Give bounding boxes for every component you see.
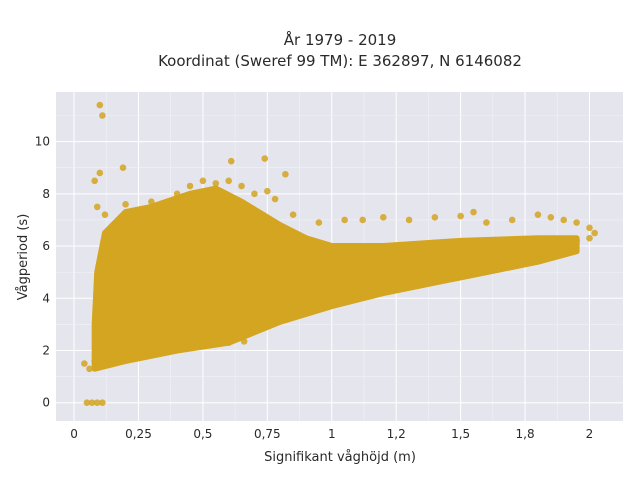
y-tick-label: 0: [42, 396, 50, 410]
data-point: [289, 211, 297, 219]
data-point: [93, 399, 101, 407]
data-point: [251, 190, 258, 198]
data-point: [457, 212, 464, 220]
data-point: [534, 247, 542, 255]
data-point: [261, 155, 269, 162]
data-point: [354, 287, 361, 294]
data-point: [81, 360, 88, 367]
data-point: [148, 347, 155, 354]
x-tick-label: 0,75: [254, 427, 281, 441]
x-tick-label: 1,8: [516, 427, 535, 441]
data-point: [560, 245, 568, 252]
x-tick-label: 1,5: [451, 427, 470, 441]
data-point: [341, 216, 348, 224]
data-point: [173, 190, 181, 198]
data-point: [534, 211, 542, 219]
data-point: [457, 263, 464, 271]
data-point: [88, 399, 96, 407]
data-point: [359, 216, 366, 224]
y-tick-label: 8: [42, 187, 50, 201]
data-point: [508, 253, 516, 260]
data-point: [483, 255, 490, 263]
data-point: [109, 357, 116, 365]
data-point: [199, 177, 207, 185]
data-point: [96, 169, 104, 177]
data-point: [573, 237, 580, 245]
data-point: [547, 214, 555, 221]
data-point: [264, 187, 271, 195]
data-point: [240, 338, 248, 345]
data-point: [225, 328, 232, 336]
data-point: [276, 308, 284, 315]
x-tick-labels: 0 0,25 0,5 0,75 1 1,2 1,5 1,8 2: [70, 427, 593, 441]
data-point: [96, 101, 104, 109]
x-tick-label: 2: [586, 427, 594, 441]
data-point: [483, 219, 490, 226]
x-tick-label: 0,5: [193, 427, 212, 441]
data-point: [99, 399, 106, 407]
data-point: [328, 294, 336, 302]
data-point: [96, 362, 104, 370]
data-point: [93, 203, 101, 211]
data-point: [91, 357, 98, 365]
chart-title-line2: Koordinat (Sweref 99 TM): E 362897, N 61…: [158, 52, 522, 70]
data-point: [405, 216, 413, 224]
data-points: [81, 101, 598, 407]
data-point: [238, 182, 245, 190]
data-point: [431, 268, 439, 276]
data-point: [225, 177, 232, 185]
data-point: [586, 224, 593, 232]
data-point: [302, 300, 310, 307]
y-tick-label: 6: [42, 239, 50, 253]
x-tick-label: 1,2: [387, 427, 406, 441]
data-point: [591, 229, 598, 237]
data-point: [186, 182, 194, 190]
data-point: [225, 339, 232, 346]
data-point: [271, 195, 279, 203]
dense-point-cloud: [91, 185, 580, 372]
y-tick-label: 4: [42, 291, 50, 305]
data-point: [199, 336, 207, 344]
data-point: [470, 208, 477, 216]
dense-cloud-area: [91, 185, 580, 372]
y-axis-title: Vågperiod (s): [16, 214, 31, 301]
data-point: [508, 216, 516, 224]
x-tick-label: 0: [70, 427, 78, 441]
y-tick-labels: 0 2 4 6 8 10: [35, 135, 50, 410]
data-point: [560, 216, 568, 224]
data-point: [405, 274, 413, 281]
x-axis-title: Signifikant våghöjd (m): [264, 450, 416, 465]
y-tick-label: 2: [42, 344, 50, 358]
data-point: [99, 112, 106, 119]
data-point: [101, 211, 109, 219]
data-point: [380, 214, 387, 221]
data-point: [251, 318, 258, 326]
x-tick-label: 0,25: [125, 427, 152, 441]
data-point: [282, 170, 289, 178]
data-point: [83, 399, 91, 407]
data-point: [586, 234, 593, 242]
x-tick-label: 1: [328, 427, 336, 441]
chart-title-line1: År 1979 - 2019: [284, 30, 397, 49]
data-point: [199, 341, 207, 349]
data-point: [573, 219, 580, 226]
data-point: [119, 164, 127, 172]
data-point: [212, 180, 220, 187]
data-point: [148, 198, 155, 205]
data-point: [91, 177, 98, 185]
data-point: [431, 214, 439, 221]
data-point: [86, 365, 93, 373]
y-tick-label: 10: [35, 135, 50, 149]
data-point: [173, 344, 181, 352]
data-point: [315, 219, 323, 226]
data-point: [227, 157, 235, 165]
data-point: [122, 200, 129, 208]
data-point: [122, 352, 129, 360]
data-point: [380, 279, 387, 286]
